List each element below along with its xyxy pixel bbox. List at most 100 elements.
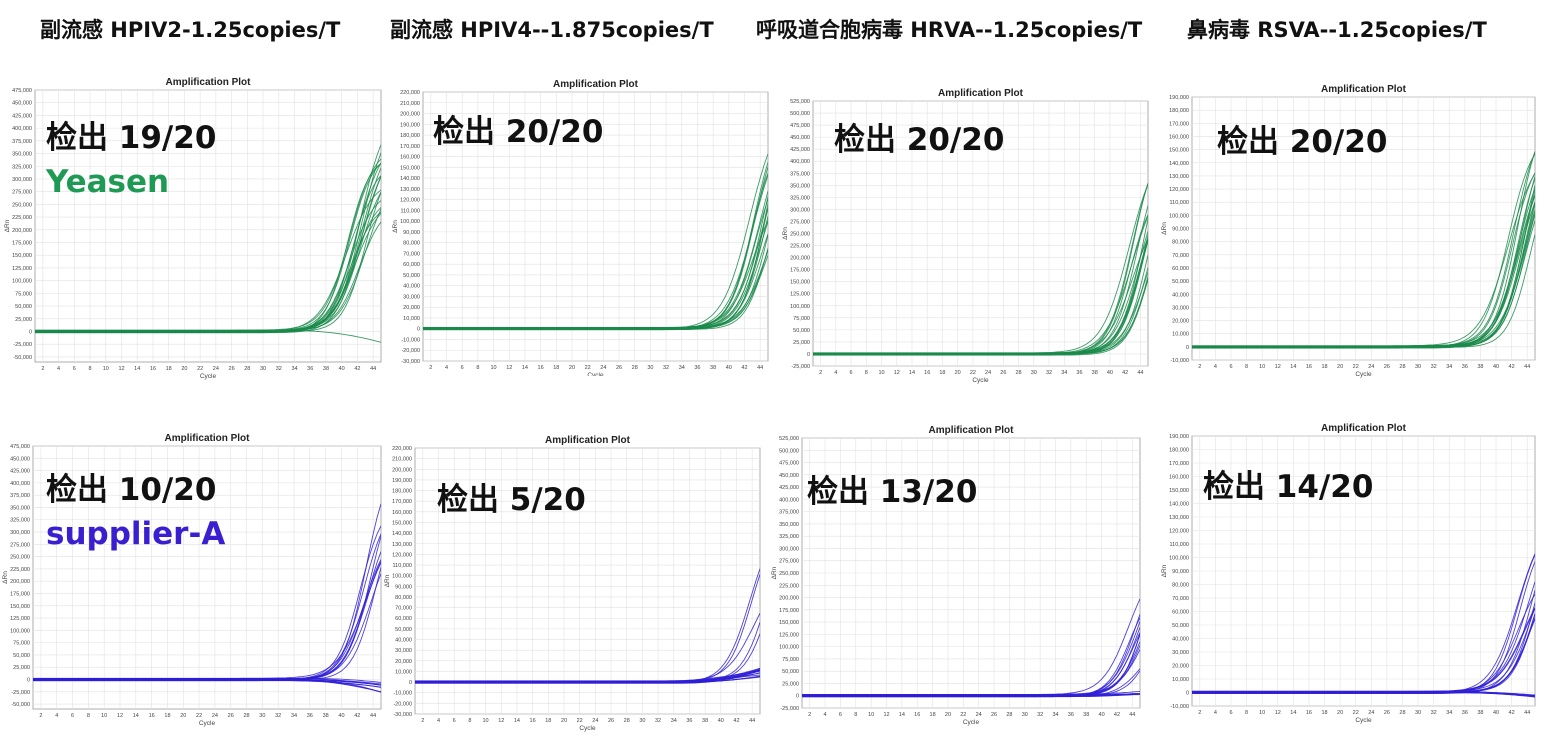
x-tick-label: 2 (819, 370, 822, 376)
x-tick-label: 10 (483, 718, 489, 724)
y-tick-label: 50,000 (1172, 623, 1189, 629)
x-tick-label: 44 (1137, 370, 1143, 376)
x-tick-label: 22 (960, 712, 966, 718)
y-tick-label: 140,000 (392, 531, 412, 537)
brand-label: supplier-A (46, 516, 225, 552)
y-tick-label: 375,000 (779, 510, 799, 516)
x-tick-label: 42 (733, 718, 739, 724)
y-tick-label: 200,000 (790, 256, 810, 262)
x-tick-label: 12 (117, 713, 123, 719)
y-tick-label: 60,000 (395, 616, 412, 622)
x-tick-label: 20 (1337, 364, 1343, 370)
x-tick-label: 34 (291, 366, 297, 372)
x-tick-label: 40 (1099, 712, 1105, 718)
y-tick-label: 425,000 (790, 147, 810, 153)
x-tick-label: 30 (639, 718, 645, 724)
y-tick-label: 50,000 (793, 328, 810, 334)
detection-count-label: 检出 19/20 (46, 120, 216, 156)
x-tick-label: 4 (55, 713, 58, 719)
y-tick-label: 70,000 (1172, 596, 1189, 602)
y-tick-label: -50,000 (13, 355, 32, 361)
y-tick-label: 200,000 (400, 112, 420, 118)
x-tick-label: 42 (1122, 370, 1128, 376)
x-tick-label: 32 (655, 718, 661, 724)
y-tick-label: 25,000 (15, 317, 32, 323)
x-tick-label: 20 (955, 370, 961, 376)
y-tick-label: 110,000 (393, 563, 412, 569)
x-tick-label: 6 (71, 713, 74, 719)
y-tick-label: 475,000 (790, 123, 810, 129)
y-tick-label: 180,000 (1169, 448, 1189, 454)
y-tick-label: 325,000 (10, 518, 30, 524)
y-tick-label: 10,000 (1172, 332, 1189, 338)
x-tick-label: 12 (1275, 364, 1281, 370)
y-tick-label: 110,000 (1170, 200, 1189, 206)
x-tick-label: 28 (243, 713, 249, 719)
y-tick-label: 10,000 (1172, 677, 1189, 683)
x-tick-label: 2 (429, 365, 432, 371)
x-tick-label: 36 (1462, 364, 1468, 370)
y-tick-label: 160,000 (392, 510, 412, 516)
y-tick-label: 50,000 (782, 669, 799, 675)
x-tick-label: 24 (592, 718, 598, 724)
y-tick-label: 125,000 (790, 292, 810, 298)
negative-curve (35, 330, 381, 343)
x-tick-label: 44 (757, 365, 763, 371)
y-tick-label: 300,000 (790, 207, 810, 213)
x-tick-label: 14 (1290, 710, 1296, 716)
y-tick-label: 150,000 (392, 520, 412, 526)
x-tick-label: 6 (839, 712, 842, 718)
plot-area (32, 445, 382, 710)
y-tick-label: 325,000 (779, 534, 799, 540)
y-tick-label: 100,000 (12, 279, 32, 285)
x-tick-label: 20 (561, 718, 567, 724)
negative-curve (415, 674, 760, 682)
y-tick-label: 50,000 (1172, 279, 1189, 285)
y-tick-label: 20,000 (1172, 319, 1189, 325)
x-tick-label: 8 (865, 370, 868, 376)
y-tick-label: 120,000 (400, 198, 420, 204)
x-tick-label: 26 (608, 718, 614, 724)
y-tick-label: 250,000 (779, 571, 799, 577)
x-tick-label: 22 (585, 365, 591, 371)
y-tick-label: 0 (27, 678, 30, 684)
y-tick-label: 75,000 (15, 291, 32, 297)
x-tick-label: 32 (275, 713, 281, 719)
x-tick-label: 30 (1022, 712, 1028, 718)
x-tick-label: 14 (522, 365, 528, 371)
y-tick-label: -50,000 (11, 702, 30, 708)
y-tick-label: 160,000 (400, 155, 420, 161)
y-axis-label: ΔRn (384, 574, 391, 587)
detection-count-label: 检出 20/20 (433, 114, 603, 150)
plot-title: Amplification Plot (1321, 423, 1407, 434)
x-tick-label: 32 (1431, 364, 1437, 370)
amplified-curve (813, 183, 1148, 354)
y-tick-label: 200,000 (779, 596, 799, 602)
x-tick-label: 22 (577, 718, 583, 724)
y-tick-label: -25,000 (13, 342, 32, 348)
plot-title: Amplification Plot (938, 88, 1024, 99)
y-axis-label: ΔRn (1161, 564, 1168, 577)
negative-curve (33, 677, 381, 683)
x-tick-label: 16 (149, 713, 155, 719)
y-tick-label: 170,000 (400, 144, 420, 150)
y-tick-label: 200,000 (12, 228, 32, 234)
x-tick-label: 28 (632, 365, 638, 371)
y-tick-label: 175,000 (779, 608, 799, 614)
y-tick-label: 30,000 (1172, 650, 1189, 656)
y-tick-label: 210,000 (400, 101, 420, 107)
y-axis-label: ΔRn (392, 220, 399, 233)
y-tick-label: 150,000 (779, 620, 799, 626)
x-tick-label: 8 (89, 366, 92, 372)
x-tick-label: 32 (1431, 710, 1437, 716)
plot-title: Amplification Plot (166, 77, 252, 88)
y-tick-label: 220,000 (400, 90, 420, 96)
y-tick-label: 190,000 (400, 122, 420, 128)
x-tick-label: 12 (1275, 710, 1281, 716)
y-tick-label: 0 (1186, 345, 1189, 351)
x-tick-label: 12 (883, 712, 889, 718)
y-tick-label: 180,000 (392, 489, 412, 495)
plot-title: Amplification Plot (929, 425, 1015, 436)
x-tick-label: 44 (1524, 710, 1530, 716)
x-tick-label: 32 (276, 366, 282, 372)
